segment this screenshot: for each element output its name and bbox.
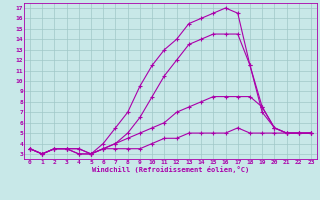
X-axis label: Windchill (Refroidissement éolien,°C): Windchill (Refroidissement éolien,°C)	[92, 166, 249, 173]
